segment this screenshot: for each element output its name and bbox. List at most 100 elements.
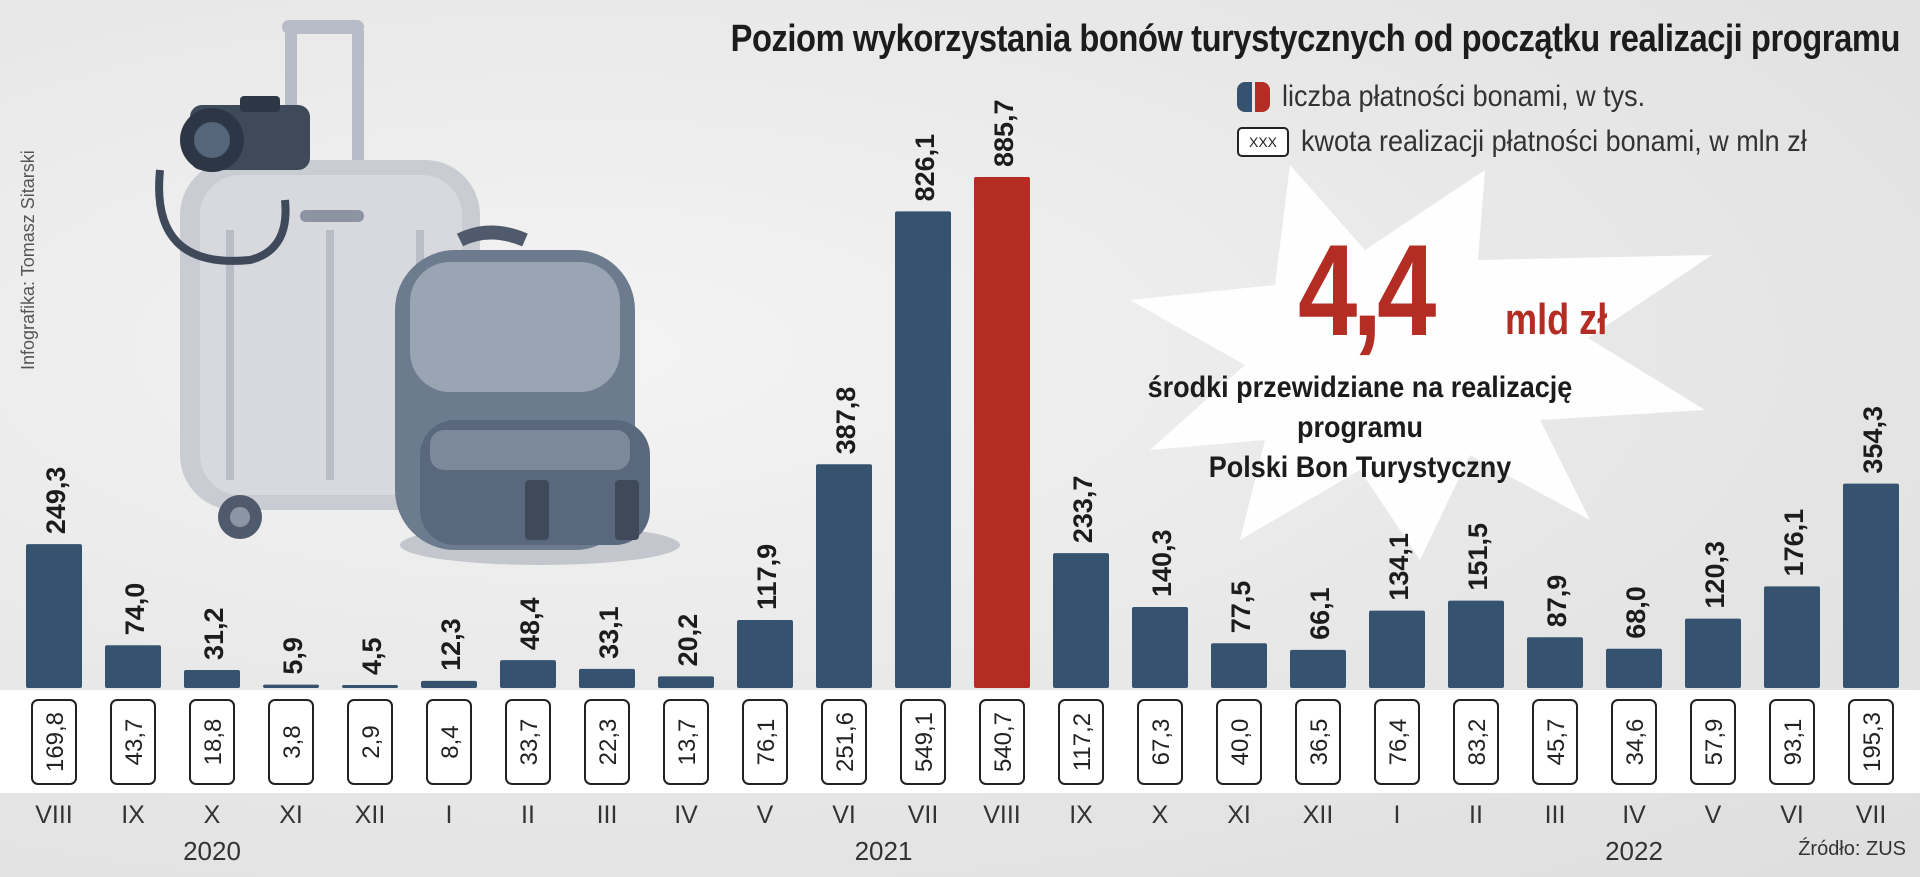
bar-value-label: 5,9 [278,637,308,675]
bar [579,668,635,688]
bar [816,464,872,688]
amount-box [979,699,1025,785]
bar [1685,618,1741,688]
month-tick-label: X [1152,801,1169,829]
bar [500,660,556,688]
highlight-caption-line2: Polski Bon Turystyczny [1208,451,1512,484]
amount-value-label: 22,3 [595,719,622,766]
bar-value-label: 176,1 [1779,509,1809,577]
bar [1606,648,1662,688]
bar [1369,610,1425,688]
month-tick-label: VI [832,801,856,829]
amount-value-label: 83,2 [1464,719,1491,766]
amount-value-label: 93,1 [1780,719,1807,766]
amount-value-label: 13,7 [674,719,701,766]
amount-value-label: 67,3 [1148,719,1175,766]
amount-value-label: 540,7 [990,712,1017,772]
legend-item-amount: XXX kwota realizacji płatności bonami, w… [1237,125,1863,159]
bar-value-label: 12,3 [436,618,466,671]
amount-value-label: 33,7 [516,719,543,766]
bar [26,544,82,688]
amount-box [1453,699,1499,785]
month-tick-label: V [757,801,774,829]
bar-value-label: 31,2 [199,607,229,660]
highlight-total-unit: mld zł [1505,295,1608,344]
amount-value-label: 3,8 [279,725,306,758]
bar-value-label: 151,5 [1463,523,1493,591]
bar-value-label: 826,1 [910,134,940,202]
bar [1053,553,1109,688]
amount-value-label: 36,5 [1306,719,1333,766]
amount-value-label: 8,4 [437,725,464,758]
bar [974,177,1030,688]
bar [1448,600,1504,688]
bar-value-label: 885,7 [989,99,1019,167]
month-tick-label: XII [355,801,386,829]
amount-box [1058,699,1104,785]
amount-value-label: 117,2 [1069,713,1096,771]
amount-value-label: 76,1 [753,719,780,766]
year-label: 2021 [855,836,913,866]
bar-value-label: 20,2 [673,614,703,667]
amount-box [1532,699,1578,785]
amount-value-label: 549,1 [911,712,938,772]
amount-box [268,699,314,785]
amount-box [663,699,709,785]
year-label: 2020 [183,836,241,866]
month-tick-label: II [521,801,535,829]
amount-value-label: 40,0 [1227,719,1254,766]
bar [895,211,951,688]
amount-band [0,690,1920,793]
legend-item-payments: liczba płatności bonami, w tys. [1237,80,1686,114]
bar-value-label: 387,8 [831,387,861,455]
month-tick-label: V [1705,801,1722,829]
month-tick-label: VII [1856,801,1887,829]
bar-value-label: 140,3 [1147,529,1177,597]
bar [263,684,319,688]
amount-box [1611,699,1657,785]
amount-value-label: 195,3 [1859,712,1886,772]
amount-box [584,699,630,785]
month-tick-label: IX [1069,801,1093,829]
amount-box [742,699,788,785]
bar-value-label: 77,5 [1226,581,1256,634]
amount-value-label: 45,7 [1543,719,1570,766]
luggage-illustration-icon [155,20,680,565]
month-tick-label: IV [1622,801,1646,829]
amount-box [347,699,393,785]
legend-label-payments: liczba płatności bonami, w tys. [1282,80,1646,113]
amount-box [426,699,472,785]
amount-box [1690,699,1736,785]
amount-box [1848,699,1894,785]
highlight-caption-line1: środki przewidziane na realizację progra… [1147,371,1573,444]
amount-box [1216,699,1262,785]
month-tick-label: VII [908,801,939,829]
month-tick-label: X [204,801,221,829]
month-tick-label: XI [279,801,303,829]
month-tick-label: XII [1303,801,1334,829]
amount-box [1374,699,1420,785]
bar [421,680,477,688]
month-tick-label: II [1469,801,1483,829]
month-tick-label: III [597,801,618,829]
month-tick-label: XI [1227,801,1251,829]
amount-box [505,699,551,785]
month-tick-label: IV [674,801,698,829]
month-tick-label: IX [121,801,145,829]
bar-value-label: 4,5 [357,637,387,675]
amount-value-label: 18,8 [200,719,227,766]
legend-swatch-bar-icon [1237,82,1270,112]
amount-box [1137,699,1183,785]
bar-value-label: 48,4 [515,598,545,651]
author-credit: Infografika: Tomasz Sitarski [18,150,38,370]
month-tick-label: I [1394,801,1401,829]
bar-value-label: 117,9 [752,544,782,610]
year-label: 2022 [1605,836,1663,866]
bar-value-label: 33,1 [594,606,624,659]
amount-value-label: 57,9 [1701,719,1728,766]
amount-box [110,699,156,785]
amount-value-label: 2,9 [358,725,385,758]
bar [184,669,240,688]
